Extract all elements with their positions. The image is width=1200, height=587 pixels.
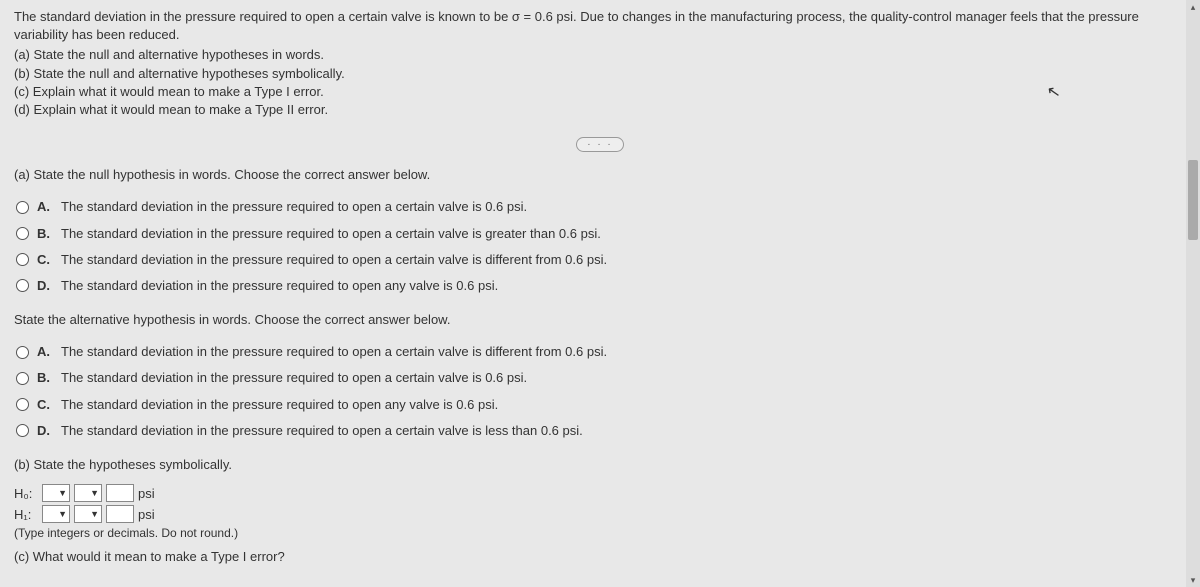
radio-icon[interactable] <box>16 201 29 214</box>
null-option-d[interactable]: D. The standard deviation in the pressur… <box>16 273 1186 299</box>
radio-icon[interactable] <box>16 279 29 292</box>
option-letter: D. <box>37 422 53 440</box>
unit-label: psi <box>138 486 155 501</box>
h0-param-select[interactable]: ▼ <box>42 484 70 502</box>
option-text: The standard deviation in the pressure r… <box>61 277 498 295</box>
option-text: The standard deviation in the pressure r… <box>61 422 583 440</box>
h0-value-input[interactable] <box>106 484 134 502</box>
radio-icon[interactable] <box>16 398 29 411</box>
option-letter: B. <box>37 369 53 387</box>
question-c: (c) What would it mean to make a Type I … <box>14 548 1186 566</box>
parts-list: (a) State the null and alternative hypot… <box>14 46 1186 119</box>
option-text: The standard deviation in the pressure r… <box>61 396 498 414</box>
part-d-text: (d) Explain what it would mean to make a… <box>14 101 1186 119</box>
alt-option-c[interactable]: C. The standard deviation in the pressur… <box>16 392 1186 418</box>
vertical-scrollbar[interactable]: ▴ ▾ <box>1186 0 1200 587</box>
alt-option-b[interactable]: B. The standard deviation in the pressur… <box>16 365 1186 391</box>
scroll-up-arrow-icon[interactable]: ▴ <box>1186 0 1200 14</box>
divider-pill: · · · <box>576 137 624 152</box>
option-letter: A. <box>37 198 53 216</box>
problem-statement: The standard deviation in the pressure r… <box>14 8 1186 44</box>
h0-label: H₀: <box>14 486 38 501</box>
h0-row: H₀: ▼ ▼ psi <box>14 484 1186 502</box>
option-letter: D. <box>37 277 53 295</box>
option-text: The standard deviation in the pressure r… <box>61 251 607 269</box>
part-c-text: (c) Explain what it would mean to make a… <box>14 83 1186 101</box>
option-text: The standard deviation in the pressure r… <box>61 343 607 361</box>
part-b-text: (b) State the null and alternative hypot… <box>14 65 1186 83</box>
input-note: (Type integers or decimals. Do not round… <box>14 526 1186 540</box>
option-letter: A. <box>37 343 53 361</box>
alt-option-d[interactable]: D. The standard deviation in the pressur… <box>16 418 1186 444</box>
h1-param-select[interactable]: ▼ <box>42 505 70 523</box>
null-option-b[interactable]: B. The standard deviation in the pressur… <box>16 221 1186 247</box>
h1-value-input[interactable] <box>106 505 134 523</box>
option-text: The standard deviation in the pressure r… <box>61 225 601 243</box>
scroll-down-arrow-icon[interactable]: ▾ <box>1186 573 1200 587</box>
null-options: A. The standard deviation in the pressur… <box>16 194 1186 299</box>
question-panel: The standard deviation in the pressure r… <box>0 0 1200 587</box>
radio-icon[interactable] <box>16 227 29 240</box>
unit-label: psi <box>138 507 155 522</box>
alt-options: A. The standard deviation in the pressur… <box>16 339 1186 444</box>
option-text: The standard deviation in the pressure r… <box>61 369 527 387</box>
h0-relation-select[interactable]: ▼ <box>74 484 102 502</box>
question-a-null: (a) State the null hypothesis in words. … <box>14 166 1186 184</box>
scroll-thumb[interactable] <box>1188 160 1198 240</box>
section-divider: · · · <box>14 137 1186 152</box>
radio-icon[interactable] <box>16 372 29 385</box>
option-letter: B. <box>37 225 53 243</box>
option-letter: C. <box>37 251 53 269</box>
h1-label: H₁: <box>14 507 38 522</box>
h1-relation-select[interactable]: ▼ <box>74 505 102 523</box>
h1-row: H₁: ▼ ▼ psi <box>14 505 1186 523</box>
option-letter: C. <box>37 396 53 414</box>
question-a-alt: State the alternative hypothesis in word… <box>14 311 1186 329</box>
radio-icon[interactable] <box>16 424 29 437</box>
radio-icon[interactable] <box>16 253 29 266</box>
null-option-a[interactable]: A. The standard deviation in the pressur… <box>16 194 1186 220</box>
cursor-icon: ↖ <box>1045 81 1062 103</box>
question-b: (b) State the hypotheses symbolically. <box>14 456 1186 474</box>
option-text: The standard deviation in the pressure r… <box>61 198 527 216</box>
part-a-text: (a) State the null and alternative hypot… <box>14 46 1186 64</box>
null-option-c[interactable]: C. The standard deviation in the pressur… <box>16 247 1186 273</box>
radio-icon[interactable] <box>16 346 29 359</box>
symbolic-inputs: H₀: ▼ ▼ psi H₁: ▼ ▼ psi (Type integers o… <box>14 484 1186 540</box>
alt-option-a[interactable]: A. The standard deviation in the pressur… <box>16 339 1186 365</box>
